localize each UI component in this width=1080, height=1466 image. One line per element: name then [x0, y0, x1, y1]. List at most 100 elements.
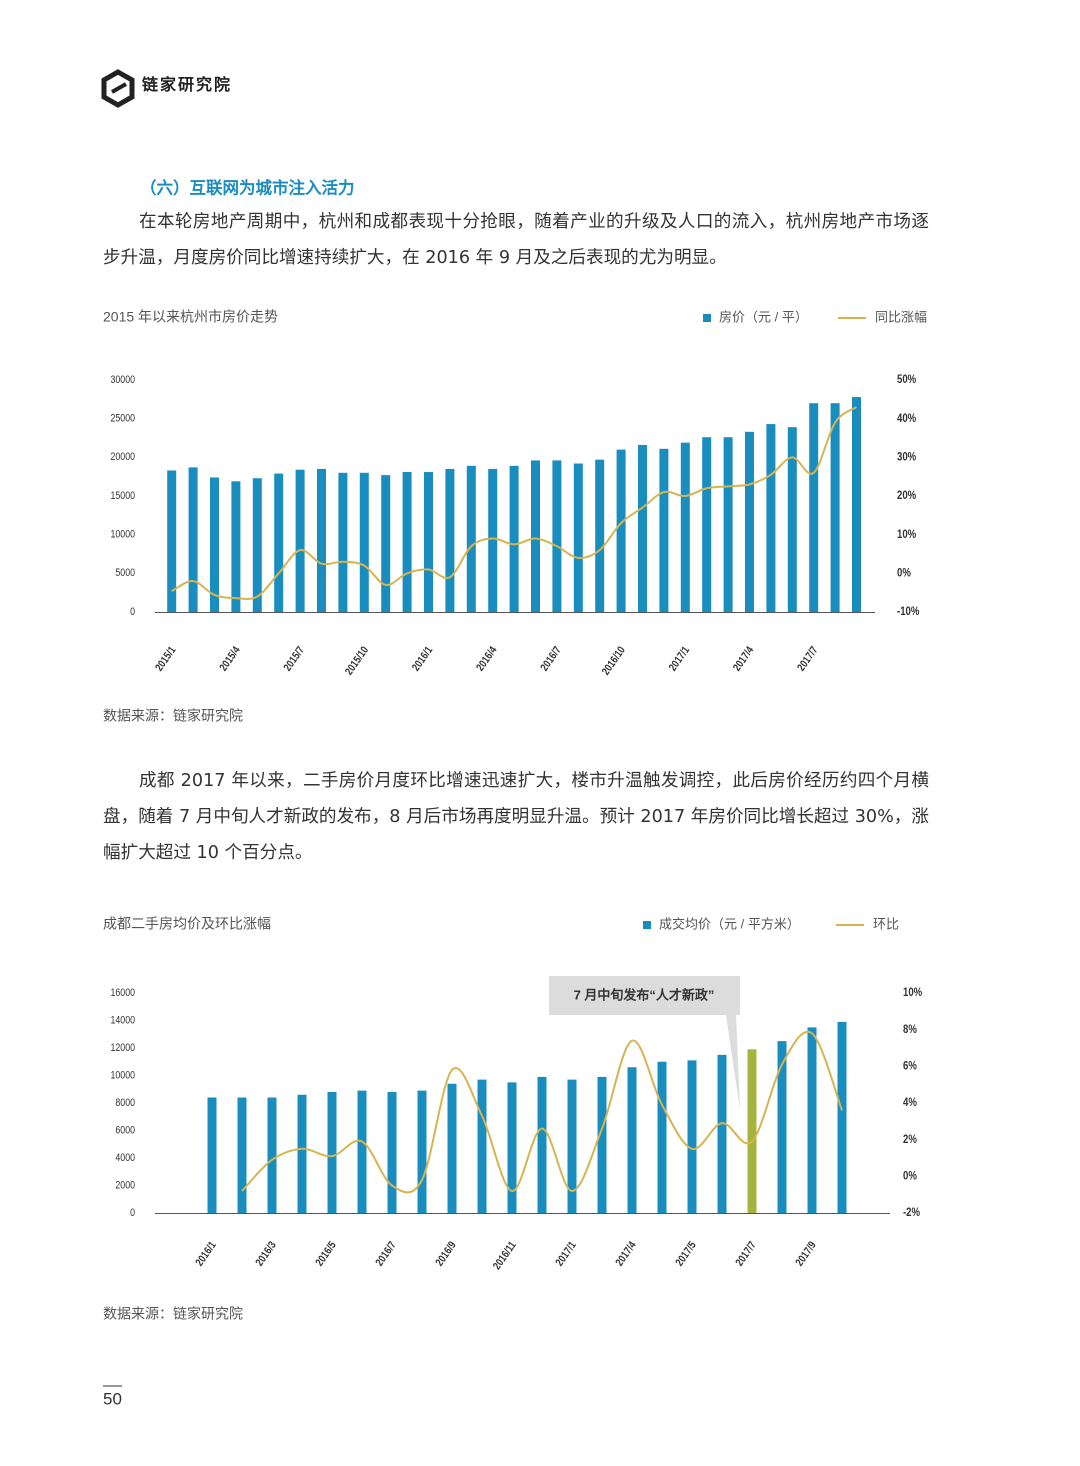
- bar: [237, 1097, 247, 1213]
- bar: [597, 1076, 607, 1213]
- bar: [627, 1067, 637, 1213]
- y2-tick-label: 30%: [897, 451, 917, 464]
- annotation: 7 月中旬发布“人才新政”: [549, 976, 740, 1110]
- y2-tick-label: 6%: [903, 1060, 917, 1073]
- y-tick-label: 10000: [111, 1070, 136, 1082]
- logo: [101, 69, 135, 108]
- bar: [488, 468, 498, 612]
- y-tick-label: 30000: [111, 374, 136, 386]
- x-tick-label: 2015/10: [343, 644, 371, 677]
- bar: [359, 472, 369, 612]
- bar: [573, 463, 583, 612]
- y2-tick-label: 40%: [897, 412, 917, 425]
- bar: [210, 477, 219, 612]
- y2-tick-label: 10%: [897, 528, 917, 541]
- bar: [295, 469, 305, 612]
- y-tick-label: 0: [130, 606, 135, 618]
- bar: [766, 424, 776, 612]
- bar: [807, 1027, 817, 1213]
- y-tick-label: 25000: [111, 413, 136, 425]
- bar: [745, 431, 754, 612]
- y-tick-label: 6000: [115, 1125, 135, 1137]
- y2-tick-label: 4%: [903, 1096, 917, 1109]
- bar: [445, 468, 455, 612]
- brand: 链家研究院: [142, 75, 232, 94]
- x-tick-label: 2017/1: [667, 644, 693, 673]
- bar: [466, 465, 476, 612]
- chart-title: 成都二手房均价及环比涨幅: [103, 916, 271, 932]
- bar: [687, 1060, 697, 1213]
- x-tick-label: 2017/5: [674, 1239, 700, 1268]
- y-tick-label: 16000: [111, 987, 136, 999]
- bar: [188, 467, 198, 612]
- y2-tick-label: -10%: [897, 605, 920, 618]
- bar: [327, 1092, 337, 1213]
- bar: [777, 1041, 787, 1213]
- source: 数据来源：链家研究院: [103, 708, 243, 724]
- bar: [252, 478, 262, 612]
- y2-tick-label: -2%: [903, 1206, 920, 1219]
- bar: [723, 437, 733, 612]
- bar: [338, 472, 348, 612]
- x-tick-label: 2016/1: [194, 1239, 220, 1268]
- bar: [231, 481, 241, 612]
- y-tick-label: 8000: [115, 1097, 135, 1109]
- bar: [507, 1082, 517, 1213]
- bar: [447, 1083, 457, 1213]
- y-tick-label: 14000: [111, 1015, 136, 1027]
- bar: [595, 459, 605, 612]
- bar: [657, 1061, 667, 1213]
- bar: [837, 1021, 847, 1213]
- source: 数据来源：链家研究院: [103, 1306, 243, 1322]
- bar: [747, 1049, 757, 1213]
- y-tick-label: 4000: [115, 1152, 135, 1164]
- x-tick-label: 2016/10: [600, 644, 628, 677]
- y-tick-label: 15000: [111, 490, 136, 502]
- bar: [297, 1094, 307, 1213]
- x-tick-label: 2016/3: [254, 1239, 280, 1268]
- bar: [267, 1097, 277, 1213]
- bar: [477, 1079, 487, 1213]
- bar: [659, 448, 669, 612]
- bar: [717, 1054, 727, 1213]
- x-tick-label: 2016/7: [374, 1239, 400, 1268]
- bar: [509, 465, 519, 612]
- x-tick-label: 2015/1: [153, 644, 179, 673]
- y2-tick-label: 0%: [897, 567, 911, 580]
- annotation-box: [549, 976, 740, 1110]
- bar: [537, 1076, 547, 1213]
- y-tick-label: 0: [130, 1207, 135, 1219]
- bar: [317, 468, 326, 612]
- bar: [274, 473, 284, 612]
- x-tick-label: 2017/7: [795, 644, 821, 673]
- y2-tick-label: 2%: [903, 1133, 917, 1146]
- y2-tick-label: 10%: [903, 986, 923, 999]
- bar: [207, 1097, 217, 1213]
- paragraph: 在本轮房地产周期中，杭州和成都表现十分抢眼，随着产业的升级及人口的流入，杭州房地…: [103, 212, 929, 268]
- legend-label: 同比涨幅: [875, 309, 927, 324]
- y-tick-label: 10000: [111, 529, 136, 541]
- annotation-text: 7 月中旬发布“人才新政”: [574, 987, 715, 1002]
- bar: [424, 472, 433, 612]
- bar: [852, 397, 861, 612]
- bar: [638, 444, 647, 612]
- x-tick-label: 2017/4: [614, 1239, 640, 1268]
- legend-swatch: [643, 921, 651, 929]
- y-tick-label: 2000: [115, 1180, 135, 1192]
- y2-tick-label: 20%: [897, 489, 917, 502]
- bar: [381, 475, 391, 612]
- x-tick-label: 2016/7: [539, 644, 565, 673]
- page-number: 50: [103, 1389, 122, 1408]
- y-tick-label: 20000: [111, 451, 136, 463]
- bar: [357, 1090, 367, 1213]
- bar: [417, 1090, 427, 1213]
- x-tick-label: 2015/7: [282, 644, 308, 673]
- bar: [567, 1079, 577, 1213]
- legend-label: 房价（元 / 平）: [719, 309, 808, 324]
- legend-label: 环比: [873, 916, 899, 931]
- x-tick-label: 2017/7: [734, 1239, 760, 1268]
- bar: [616, 449, 626, 612]
- bar: [167, 470, 177, 612]
- x-tick-label: 2016/4: [474, 644, 500, 673]
- bar: [680, 442, 690, 612]
